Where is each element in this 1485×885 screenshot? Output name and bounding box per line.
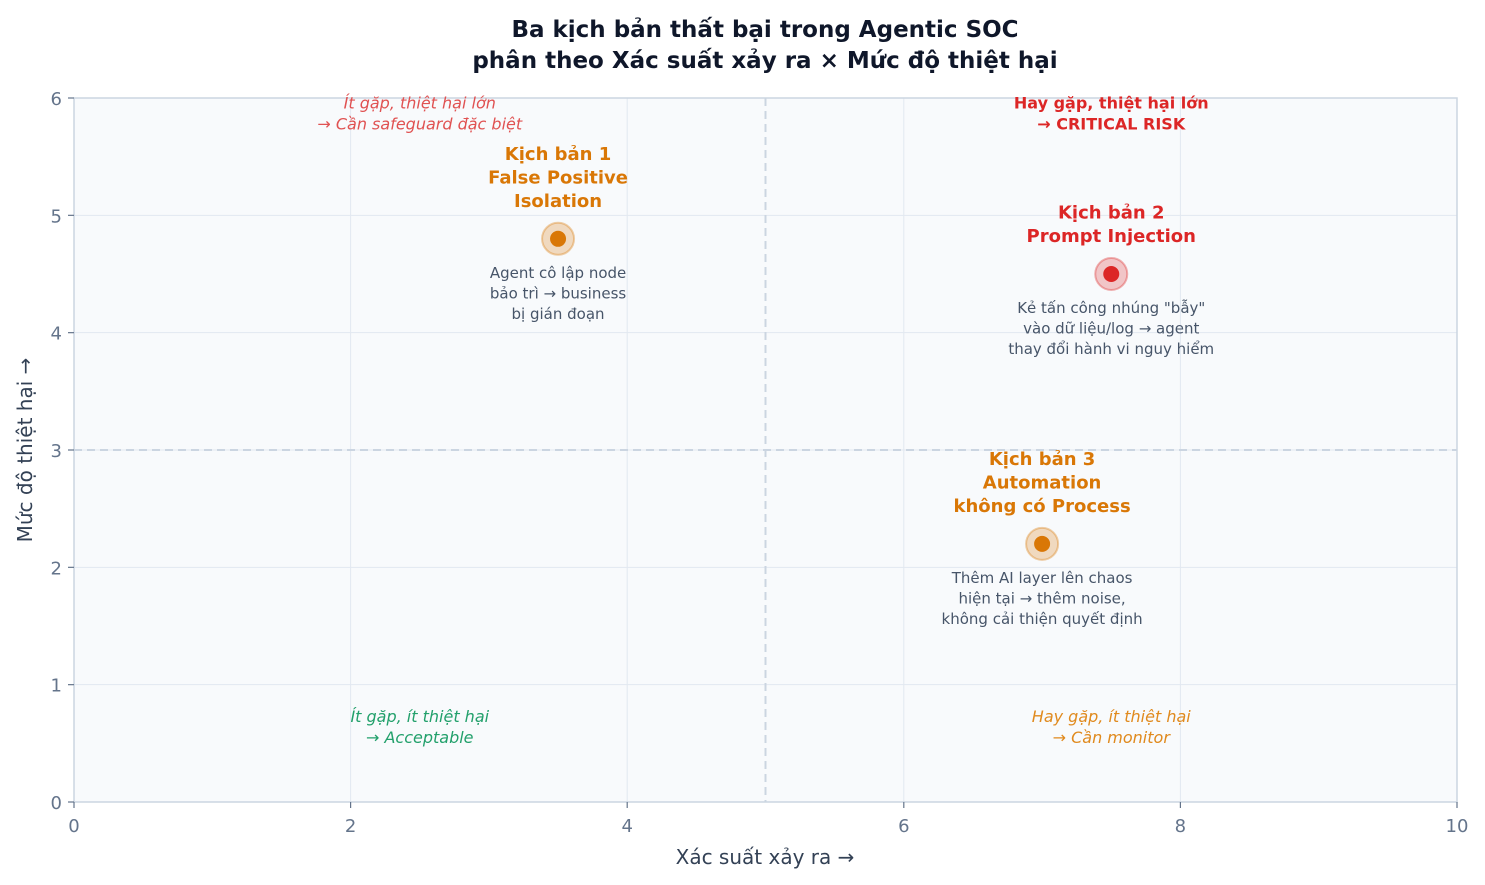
quadrant-label-bottom-left: Ít gặp, ít thiệt hại — [350, 707, 489, 726]
scenario-point — [550, 230, 567, 247]
scenario-title: Prompt Injection — [1027, 226, 1196, 247]
threshold-lines — [74, 98, 1457, 802]
quadrant-label-top-right: Hay gặp, thiệt hại lớn — [1014, 94, 1209, 113]
x-axis-ticks: 0 2 4 6 8 10 — [68, 802, 1468, 837]
x-axis-label: Xác suất xảy ra → — [676, 845, 855, 869]
scenario-description: Kẻ tấn công nhúng "bẫy" — [1017, 299, 1205, 317]
scenario-point — [1034, 535, 1051, 552]
y-axis-ticks: 0 1 2 3 4 5 6 — [51, 89, 74, 814]
y-tick-label: 3 — [51, 441, 62, 462]
scenario-title: Kịch bản 2 — [1058, 203, 1165, 224]
quadrant-label-bottom-right: Hay gặp, ít thiệt hại — [1032, 707, 1191, 726]
scenario-description: bảo trì → business — [490, 284, 627, 302]
chart-title-line-1: Ba kịch bản thất bại trong Agentic SOC — [511, 16, 1018, 43]
quadrant-label-top-left: Ít gặp, thiệt hại lớn — [344, 94, 496, 113]
x-tick-label: 10 — [1446, 816, 1469, 837]
scenario-description: Thêm AI layer lên chaos — [951, 569, 1133, 587]
quadrant-label-bottom-left: → Acceptable — [366, 728, 474, 747]
scenario-description: bị gián đoạn — [512, 305, 605, 323]
y-tick-label: 6 — [51, 89, 62, 110]
scenario-description: không cải thiện quyết định — [942, 610, 1143, 628]
scenario-description: thay đổi hành vi nguy hiểm — [1008, 340, 1214, 358]
scenario-point — [1103, 266, 1120, 282]
scenario-title: Automation — [983, 472, 1102, 493]
x-tick-label: 6 — [898, 816, 909, 837]
quadrant-label-top-right: → CRITICAL RISK — [1037, 115, 1186, 134]
scenario-title: Kịch bản 3 — [989, 449, 1096, 470]
quadrant-label-top-left: → Cần safeguard đặc biệt — [317, 115, 523, 134]
scenario-description: vào dữ liệu/log → agent — [1023, 320, 1199, 338]
scenario-title: Kịch bản 1 — [505, 144, 612, 165]
x-tick-label: 8 — [1175, 816, 1186, 837]
quadrant-label-bottom-right: → Cần monitor — [1053, 728, 1172, 747]
scenario-title: False Positive — [488, 167, 628, 188]
scenario-description: Agent cô lập node — [490, 264, 626, 282]
y-tick-label: 5 — [51, 206, 62, 227]
quadrant-labels: Ít gặp, thiệt hại lớn → Cần safeguard đặc… — [317, 94, 1208, 748]
scenario-title: không có Process — [954, 496, 1131, 517]
y-tick-label: 1 — [51, 676, 62, 697]
chart-title-line-2: phân theo Xác suất xảy ra × Mức độ thiệt… — [472, 47, 1057, 74]
scenario-description: hiện tại → thêm noise, — [959, 589, 1126, 607]
x-tick-label: 4 — [621, 816, 632, 837]
y-tick-label: 4 — [51, 324, 62, 345]
y-tick-label: 0 — [51, 793, 62, 814]
y-axis-label: Mức độ thiệt hại → — [13, 358, 37, 543]
scenario-title: Isolation — [514, 191, 602, 212]
y-tick-label: 2 — [51, 558, 62, 579]
x-tick-label: 0 — [68, 816, 79, 837]
x-tick-label: 2 — [345, 816, 356, 837]
